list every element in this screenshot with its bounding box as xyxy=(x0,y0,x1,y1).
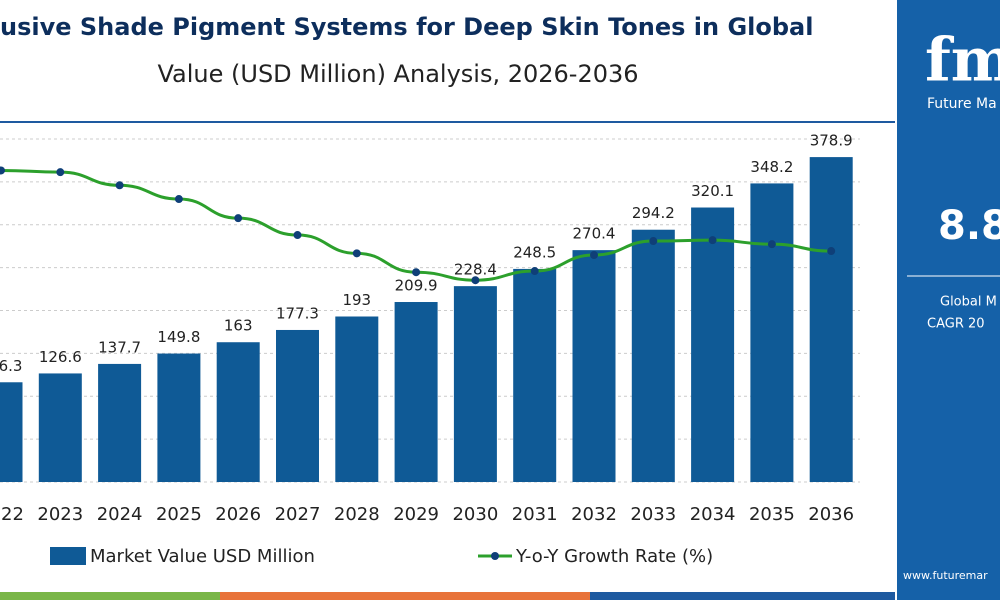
value-label: 209.9 xyxy=(395,277,438,295)
value-label: 177.3 xyxy=(276,304,319,322)
logo: fm xyxy=(925,26,1000,96)
x-tick-label: 2031 xyxy=(512,504,558,525)
growth-point xyxy=(412,268,421,277)
growth-point xyxy=(767,240,776,249)
growth-point xyxy=(649,237,658,246)
x-tick-label: 2036 xyxy=(808,504,854,525)
value-label: 294.2 xyxy=(632,204,675,222)
sidebar-text: CAGR 20 xyxy=(927,317,985,332)
bar xyxy=(98,363,142,482)
growth-point xyxy=(174,195,183,204)
value-label: 193 xyxy=(342,291,371,309)
sidebar xyxy=(897,0,1000,600)
brand: Future Ma xyxy=(927,96,997,112)
bar xyxy=(691,207,735,482)
x-tick-label: 2035 xyxy=(749,504,795,525)
growth-point xyxy=(293,231,302,240)
url: www.futuremar xyxy=(903,569,988,582)
strip xyxy=(590,592,895,600)
x-tick-label: 2033 xyxy=(630,504,676,525)
growth-point xyxy=(827,247,836,256)
value-label: 348.2 xyxy=(750,158,793,176)
legend-label: Y-o-Y Growth Rate (%) xyxy=(515,546,713,567)
growth-point xyxy=(234,214,243,223)
x-tick-label: 2025 xyxy=(156,504,202,525)
bar xyxy=(216,342,260,482)
growth-point xyxy=(530,267,539,276)
growth-point xyxy=(115,181,124,190)
cagr: 8.8 xyxy=(938,203,1000,249)
legend-swatch xyxy=(491,552,499,560)
growth-point xyxy=(56,168,65,177)
growth-point xyxy=(471,276,480,285)
growth-point xyxy=(352,249,361,258)
bar xyxy=(335,316,379,482)
value-label: 270.4 xyxy=(573,225,616,243)
value-label: 248.5 xyxy=(513,243,556,261)
x-tick-label: 2032 xyxy=(571,504,617,525)
value-label: 116.3 xyxy=(0,357,22,375)
bar xyxy=(513,268,557,482)
value-label: 378.9 xyxy=(810,132,853,150)
bar xyxy=(809,157,853,482)
x-tick-label: 2022 xyxy=(0,504,24,525)
value-label: 228.4 xyxy=(454,261,497,279)
x-tick-label: 2026 xyxy=(215,504,261,525)
x-tick-label: 2034 xyxy=(690,504,736,525)
value-label: 163 xyxy=(224,317,253,335)
bar xyxy=(453,286,497,482)
x-tick-label: 2023 xyxy=(37,504,83,525)
bar xyxy=(750,183,794,482)
x-tick-label: 2027 xyxy=(275,504,321,525)
sidebar-text: Global M xyxy=(940,295,997,310)
growth-point xyxy=(708,236,717,245)
value-label: 149.8 xyxy=(157,328,200,346)
chart-title: usive Shade Pigment Systems for Deep Ski… xyxy=(0,13,813,41)
growth-point xyxy=(590,251,598,260)
strip xyxy=(220,592,590,600)
x-tick-label: 2028 xyxy=(334,504,380,525)
bar xyxy=(276,329,319,482)
x-tick-label: 2029 xyxy=(393,504,439,525)
value-label: 137.7 xyxy=(98,338,141,356)
bar xyxy=(38,373,82,482)
bar xyxy=(0,382,23,482)
x-tick-label: 2030 xyxy=(452,504,498,525)
bar xyxy=(157,353,201,482)
bar xyxy=(394,302,438,482)
value-label: 126.6 xyxy=(39,348,82,366)
value-label: 320.1 xyxy=(691,182,734,200)
bar xyxy=(572,250,616,482)
x-tick-label: 2024 xyxy=(97,504,143,525)
strip xyxy=(0,592,220,600)
growth-point xyxy=(0,166,5,175)
chart-subtitle: Value (USD Million) Analysis, 2026-2036 xyxy=(157,60,638,88)
legend-swatch xyxy=(50,547,86,565)
bar xyxy=(631,229,675,482)
legend-label: Market Value USD Million xyxy=(90,546,315,567)
